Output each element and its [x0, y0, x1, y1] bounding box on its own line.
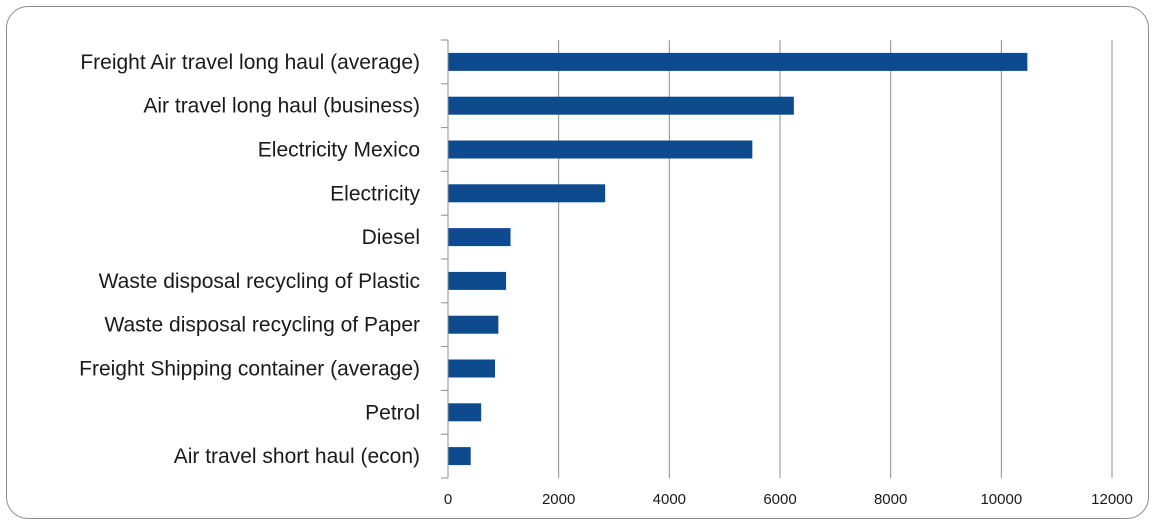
category-label: Waste disposal recycling of Paper: [104, 314, 420, 337]
category-label: Freight Air travel long haul (average): [80, 51, 420, 74]
bar: [448, 315, 499, 334]
category-label: Petrol: [365, 401, 420, 424]
category-labels: Freight Air travel long haul (average) Ai…: [79, 51, 420, 468]
x-tick-label: 8000: [874, 491, 907, 508]
bar: [448, 140, 753, 159]
category-label: Air travel short haul (econ): [174, 445, 420, 468]
bars: [448, 52, 1028, 466]
chart-frame: [6, 6, 1149, 519]
axes: [441, 39, 449, 479]
x-tick-label: 0: [444, 491, 452, 508]
bar: [448, 403, 482, 422]
category-label: Diesel: [362, 226, 420, 249]
x-tick-label: 12000: [1091, 491, 1133, 508]
tick-labels: 0 2000 4000 6000 8000 10000 12000: [444, 491, 1133, 508]
category-label: Waste disposal recycling of Plastic: [99, 270, 420, 293]
bar: [448, 184, 606, 203]
bar: [448, 52, 1028, 71]
bar: [448, 447, 471, 466]
category-label: Electricity Mexico: [258, 139, 420, 162]
x-tick-label: 10000: [980, 491, 1022, 508]
x-tick-label: 4000: [653, 491, 686, 508]
bar: [448, 96, 794, 115]
bar: [448, 271, 507, 290]
bar: [448, 228, 511, 247]
bar: [448, 359, 496, 378]
category-label: Freight Shipping container (average): [79, 358, 420, 381]
x-tick-label: 6000: [763, 491, 796, 508]
x-tick-label: 2000: [542, 491, 575, 508]
category-label: Air travel long haul (business): [143, 95, 420, 118]
category-label: Electricity: [330, 182, 420, 205]
